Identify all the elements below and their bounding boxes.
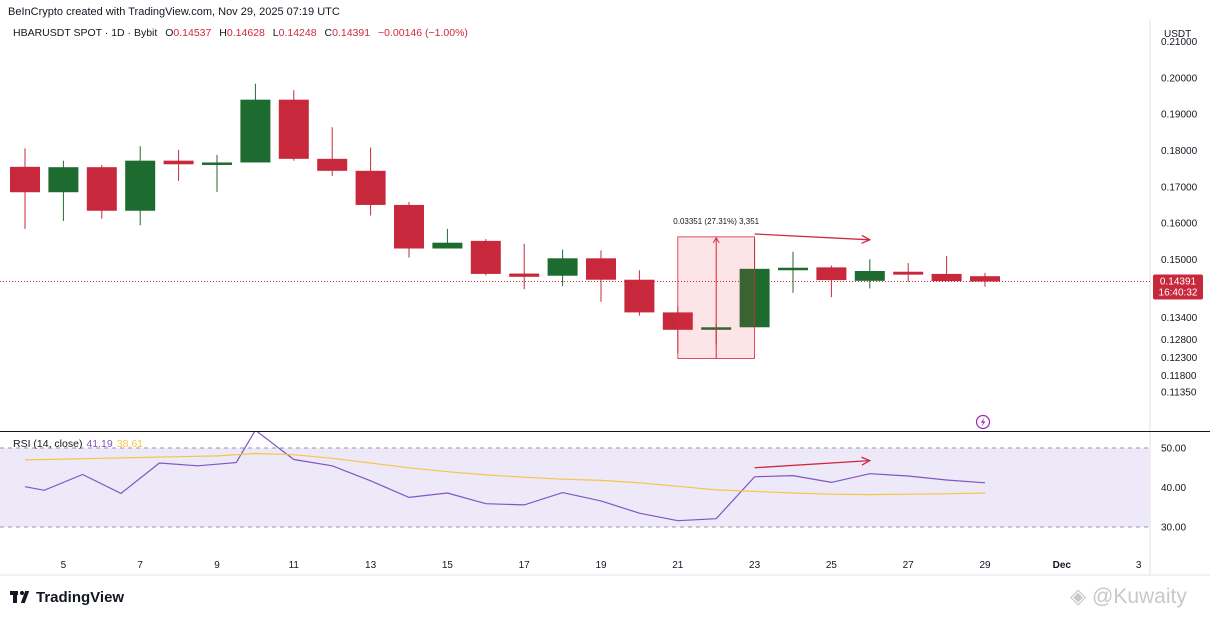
price-tick-label: 0.18000 bbox=[1161, 146, 1198, 157]
last-price-value: 0.14391 bbox=[1160, 277, 1197, 288]
candle-body bbox=[278, 99, 309, 159]
rsi-trend-arrow bbox=[754, 459, 870, 469]
rsi-ma-value: 38.61 bbox=[116, 438, 144, 450]
candle-body bbox=[48, 167, 79, 193]
time-tick-label: 7 bbox=[137, 560, 143, 571]
price-tick-label: 0.11350 bbox=[1161, 387, 1197, 398]
tradingview-logo-icon bbox=[10, 591, 32, 603]
candle-body bbox=[816, 267, 847, 281]
time-tick-label: 27 bbox=[903, 560, 915, 571]
rsi-trend-arrow-head bbox=[861, 456, 872, 466]
price-tick-label: 0.11800 bbox=[1161, 371, 1197, 382]
time-tick-label: 3 bbox=[1136, 560, 1142, 571]
candle-body bbox=[547, 258, 578, 276]
candle-body bbox=[240, 99, 271, 163]
rsi-band bbox=[0, 448, 1150, 527]
low-label: L bbox=[272, 27, 279, 39]
price-tick-label: 0.16000 bbox=[1161, 219, 1198, 230]
lightning-glyph bbox=[980, 417, 986, 427]
watermark: ◈ @Kuwaity bbox=[1070, 584, 1187, 609]
rsi-tick-label: 40.00 bbox=[1161, 483, 1186, 494]
candle-body bbox=[509, 273, 540, 277]
candle-body bbox=[586, 258, 616, 280]
price-tick-label: 0.20000 bbox=[1161, 73, 1198, 84]
time-tick-label: 5 bbox=[61, 560, 67, 571]
rsi-legend[interactable]: RSI (14, close) 41.19 38.61 bbox=[13, 438, 143, 450]
symbol-name[interactable]: HBARUSDT SPOT · 1D · Bybit bbox=[13, 27, 158, 39]
time-tick-label: 9 bbox=[214, 560, 220, 571]
annotations: 0.03351 (27.31%) 3,351 bbox=[673, 217, 991, 469]
high-value: 0.14628 bbox=[226, 27, 265, 39]
currency-label[interactable]: USDT bbox=[1164, 29, 1192, 40]
candle-body bbox=[778, 267, 808, 271]
candle-body bbox=[931, 273, 962, 282]
rsi-panel bbox=[0, 432, 1150, 528]
price-tick-label: 0.17000 bbox=[1161, 182, 1198, 193]
rsi-ma-line bbox=[24, 452, 986, 496]
chart-header: BeInCrypto created with TradingView.com,… bbox=[8, 6, 340, 18]
candle-body bbox=[394, 204, 424, 249]
candle-body bbox=[432, 242, 463, 249]
price-trend-arrow-head bbox=[861, 234, 872, 244]
last-price-badge bbox=[1153, 274, 1203, 300]
time-tick-label: 15 bbox=[442, 560, 454, 571]
high-label: H bbox=[219, 27, 227, 39]
candle-body bbox=[86, 167, 117, 211]
price-tick-label: 0.12300 bbox=[1161, 353, 1198, 364]
measure-label: 0.03351 (27.31%) 3,351 bbox=[673, 217, 759, 226]
watermark-text: @Kuwaity bbox=[1092, 585, 1187, 608]
candle-countdown: 16:40:32 bbox=[1159, 288, 1198, 299]
price-tick-label: 0.21000 bbox=[1161, 37, 1198, 48]
candle-body bbox=[624, 279, 655, 313]
candle-body bbox=[317, 158, 348, 171]
time-tick-label: 17 bbox=[519, 560, 531, 571]
candle-body bbox=[893, 271, 924, 275]
candle-body bbox=[355, 170, 386, 205]
time-tick-label: 23 bbox=[749, 560, 761, 571]
time-tick-label: Dec bbox=[1053, 560, 1072, 571]
time-tick-label: 19 bbox=[595, 560, 607, 571]
candle-body bbox=[163, 160, 194, 165]
close-value: 0.14391 bbox=[332, 27, 371, 39]
price-tick-label: 0.12800 bbox=[1161, 335, 1198, 346]
rsi-value: 41.19 bbox=[86, 438, 113, 450]
time-axis: 5 7 9 11 13 15 17 19 21 23 25 27 29 Dec 3 bbox=[61, 560, 1142, 571]
price-axis: 50.00 40.00 30.00 0.21000 0.20000 0.19000 0.18… bbox=[1153, 37, 1203, 534]
rsi-title[interactable]: RSI (14, close) bbox=[13, 438, 83, 450]
price-tick-label: 0.13400 bbox=[1161, 313, 1198, 324]
time-tick-label: 29 bbox=[979, 560, 991, 571]
price-tick-label: 0.15000 bbox=[1161, 255, 1198, 266]
measure-arrow-head bbox=[712, 236, 720, 244]
time-tick-label: 13 bbox=[365, 560, 377, 571]
candle-body bbox=[970, 276, 1000, 282]
open-value: 0.14537 bbox=[173, 27, 212, 39]
candle-body bbox=[202, 162, 232, 165]
rsi-line bbox=[24, 432, 986, 522]
change-value: −0.00146 (−1.00%) bbox=[378, 27, 468, 39]
rsi-tick-label: 30.00 bbox=[1161, 523, 1186, 534]
price-tick-label: 0.19000 bbox=[1161, 110, 1198, 121]
low-value: 0.14248 bbox=[278, 27, 317, 39]
brand-name: TradingView bbox=[36, 589, 125, 606]
candles bbox=[10, 83, 1000, 354]
close-label: C bbox=[324, 27, 333, 39]
candle-body bbox=[854, 271, 885, 281]
symbol-legend[interactable]: HBARUSDT SPOT · 1D · Bybit O0.14537 H0.1… bbox=[13, 27, 468, 39]
time-tick-label: 21 bbox=[672, 560, 684, 571]
price-trend-arrow bbox=[754, 233, 870, 241]
open-label: O bbox=[165, 27, 174, 39]
events-lightning-icon bbox=[975, 414, 991, 430]
candle-body bbox=[470, 240, 501, 274]
rsi-tick-label: 50.00 bbox=[1161, 444, 1186, 455]
watermark-logo-icon: ◈ bbox=[1070, 585, 1087, 608]
time-tick-label: 11 bbox=[289, 560, 300, 571]
time-tick-label: 25 bbox=[826, 560, 838, 571]
candle-body bbox=[125, 160, 156, 211]
candle-body bbox=[10, 166, 40, 193]
tradingview-brand[interactable]: TradingView bbox=[10, 589, 124, 606]
